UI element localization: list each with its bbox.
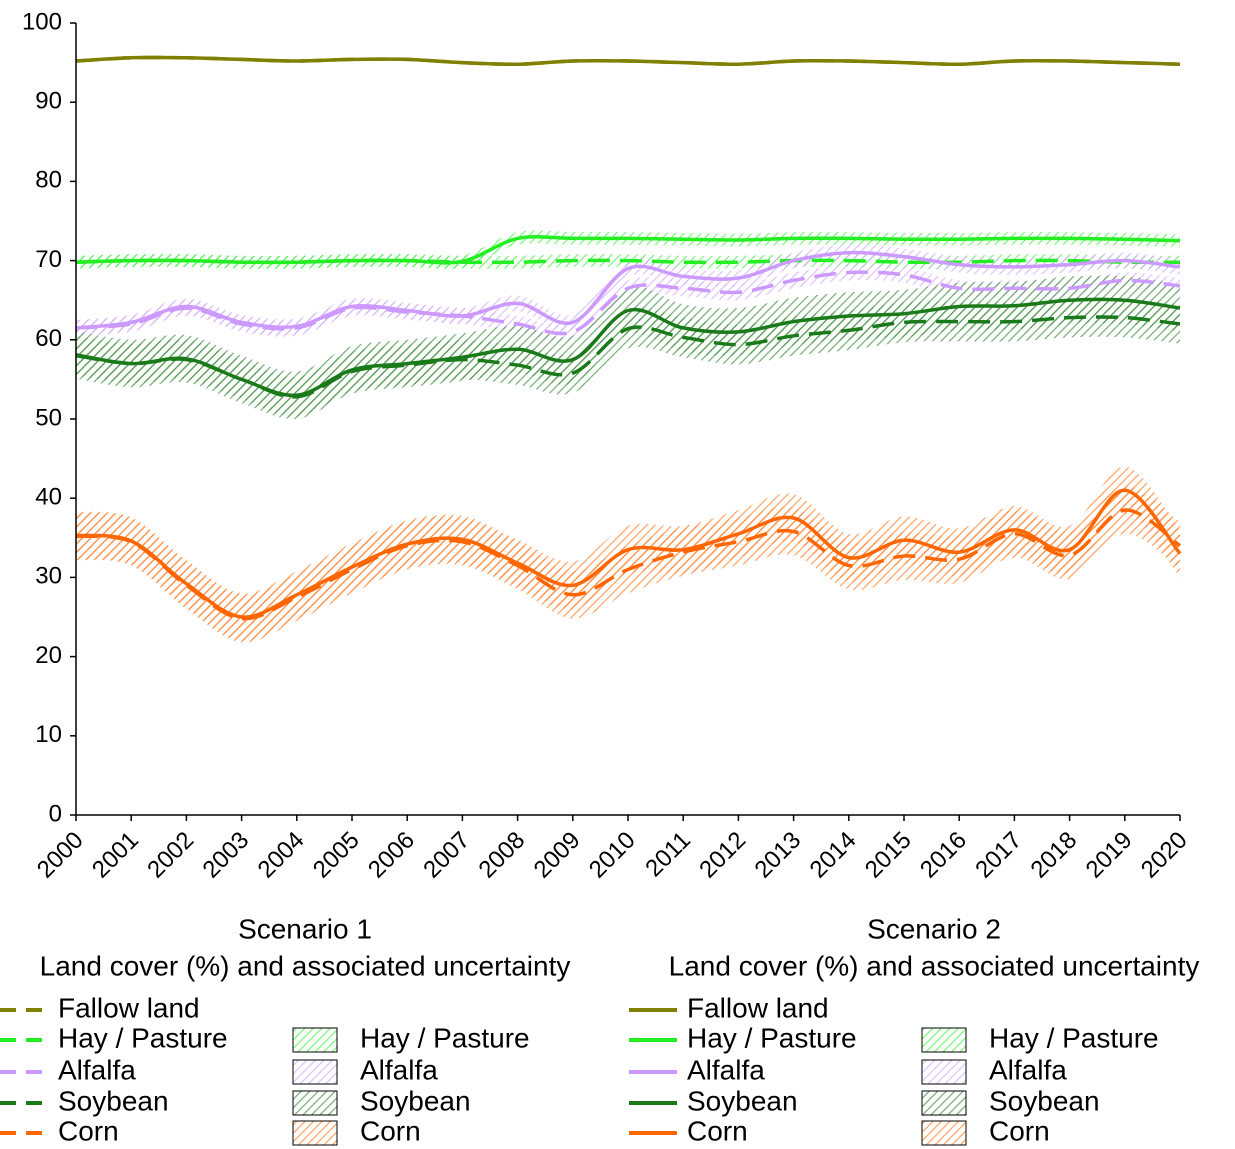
x-tick-label: 2011 bbox=[640, 827, 696, 883]
x-tick-label: 2010 bbox=[584, 827, 641, 884]
uncertainty-band bbox=[76, 466, 1180, 641]
bands bbox=[76, 230, 1180, 643]
y-tick-label: 70 bbox=[35, 246, 62, 273]
y-tick-label: 10 bbox=[35, 721, 62, 748]
x-tick-label: 2020 bbox=[1136, 827, 1193, 884]
legend-label: Soybean bbox=[687, 1085, 798, 1116]
x-tick-label: 2012 bbox=[694, 827, 751, 884]
x-tick-label: 2000 bbox=[32, 827, 89, 884]
series-line bbox=[75, 234, 1181, 265]
x-tick-label: 2017 bbox=[970, 827, 1027, 884]
legend-label: Soybean bbox=[58, 1085, 169, 1116]
legend-label: Alfalfa bbox=[58, 1054, 136, 1085]
y-tick-label: 30 bbox=[35, 563, 62, 590]
legend-label: Corn bbox=[989, 1115, 1050, 1146]
x-tick-label: 2001 bbox=[87, 827, 144, 884]
legend-label: Hay / Pasture bbox=[360, 1022, 530, 1053]
series-line bbox=[75, 315, 1181, 399]
legend-label: Fallow land bbox=[687, 992, 829, 1023]
x-tick-label: 2009 bbox=[529, 827, 586, 884]
y-tick-label: 40 bbox=[35, 484, 62, 511]
legend-label: Fallow land bbox=[58, 992, 200, 1023]
axes: 0102030405060708090100200020012002200320… bbox=[22, 8, 1193, 883]
y-tick-label: 80 bbox=[35, 167, 62, 194]
series-line bbox=[75, 250, 1181, 330]
lines bbox=[75, 55, 1182, 621]
x-tick-label: 2019 bbox=[1081, 827, 1138, 884]
legend-label: Hay / Pasture bbox=[58, 1022, 228, 1053]
uncertainty-band bbox=[76, 275, 1180, 420]
x-tick-label: 2004 bbox=[253, 827, 310, 884]
series-line bbox=[75, 55, 1181, 66]
y-tick-label: 90 bbox=[35, 88, 62, 115]
legend-subtitle: Land cover (%) and associated uncertaint… bbox=[669, 950, 1200, 981]
y-tick-label: 0 bbox=[49, 800, 62, 827]
y-tick-label: 100 bbox=[22, 8, 62, 35]
legend-label: Alfalfa bbox=[687, 1054, 765, 1085]
legend-label: Hay / Pasture bbox=[687, 1022, 857, 1053]
legend-label: Soybean bbox=[360, 1085, 471, 1116]
series-line bbox=[75, 297, 1181, 397]
legend-title: Scenario 1 bbox=[238, 913, 372, 944]
series-line bbox=[75, 270, 1181, 336]
x-tick-label: 2007 bbox=[418, 827, 475, 884]
legend-label: Corn bbox=[360, 1115, 421, 1146]
x-tick-label: 2018 bbox=[1025, 827, 1082, 884]
legend: Scenario 1 Land cover (%) and associated … bbox=[0, 913, 1199, 1146]
legend-swatch bbox=[921, 1090, 967, 1116]
x-tick-label: 2015 bbox=[860, 827, 917, 884]
x-tick-label: 2002 bbox=[142, 827, 199, 884]
legend-label: Alfalfa bbox=[360, 1054, 438, 1085]
x-tick-label: 2008 bbox=[473, 827, 530, 884]
legend-swatch bbox=[292, 1059, 338, 1085]
series-line bbox=[75, 488, 1182, 619]
x-tick-label: 2014 bbox=[805, 827, 862, 884]
legend-label: Hay / Pasture bbox=[989, 1022, 1159, 1053]
legend-label: Soybean bbox=[989, 1085, 1100, 1116]
legend-swatch bbox=[921, 1027, 967, 1053]
x-tick-label: 2003 bbox=[197, 827, 254, 884]
y-tick-label: 20 bbox=[35, 642, 62, 669]
y-tick-label: 50 bbox=[35, 404, 62, 431]
x-tick-label: 2016 bbox=[915, 827, 972, 884]
legend-label: Alfalfa bbox=[989, 1054, 1067, 1085]
legend-swatch bbox=[921, 1059, 967, 1085]
x-tick-label: 2013 bbox=[749, 827, 806, 884]
legend-label: Corn bbox=[687, 1115, 748, 1146]
legend-swatch bbox=[292, 1027, 338, 1053]
legend-swatch bbox=[292, 1120, 338, 1146]
legend-swatch bbox=[292, 1090, 338, 1116]
y-tick-label: 60 bbox=[35, 325, 62, 352]
legend-subtitle: Land cover (%) and associated uncertaint… bbox=[40, 950, 571, 981]
x-tick-label: 2006 bbox=[363, 827, 420, 884]
legend-label: Corn bbox=[58, 1115, 119, 1146]
legend-swatch bbox=[921, 1120, 967, 1146]
x-tick-label: 2005 bbox=[308, 827, 365, 884]
legend-title: Scenario 2 bbox=[867, 913, 1001, 944]
uncertainty-band bbox=[76, 244, 1180, 336]
